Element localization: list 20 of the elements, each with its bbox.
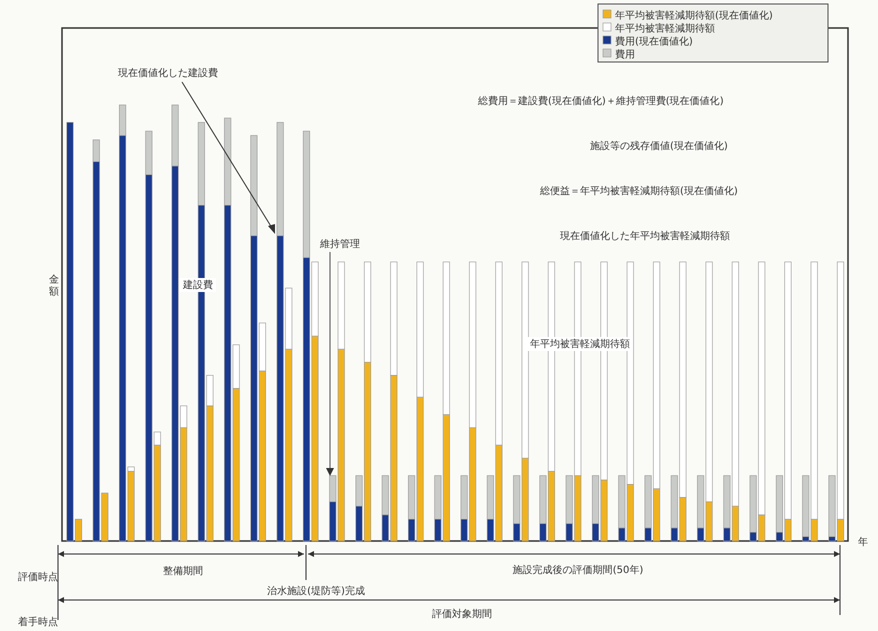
annotation: 現在価値化した年平均被害軽減期待額 <box>560 230 730 242</box>
annotation: 総便益＝年平均被害軽減期待額(現在価値化) <box>539 185 738 197</box>
annotation: 施設等の残存価値(現在価値化) <box>590 140 728 152</box>
text: 整備期間 <box>163 565 203 577</box>
text: 治水施設(堤防等)完成 <box>267 585 365 597</box>
text: 施設完成後の評価期間(50年) <box>512 564 644 576</box>
annotation: 建設費 <box>182 279 213 291</box>
text: 評価対象期間 <box>432 608 492 620</box>
annotation: 維持管理 <box>319 238 360 250</box>
legend-label: 年平均被害軽減期待額 <box>615 22 715 34</box>
x-axis-title: 年 <box>858 536 868 548</box>
text: 評価時点 <box>18 571 58 583</box>
legend-label: 費用 <box>615 48 635 60</box>
annotation: 総費用＝建設費(現在価値化)＋維持管理費(現在価値化) <box>477 95 724 107</box>
legend-label: 年平均被害軽減期待額(現在価値化) <box>615 10 773 22</box>
legend-label: 費用(現在価値化) <box>615 36 693 48</box>
annotation: 年平均被害軽減期待額 <box>530 338 630 350</box>
y-axis-title: 金額 <box>49 274 59 298</box>
text: 着手時点 <box>18 616 58 628</box>
text: 現在価値化した建設費 <box>118 67 218 79</box>
